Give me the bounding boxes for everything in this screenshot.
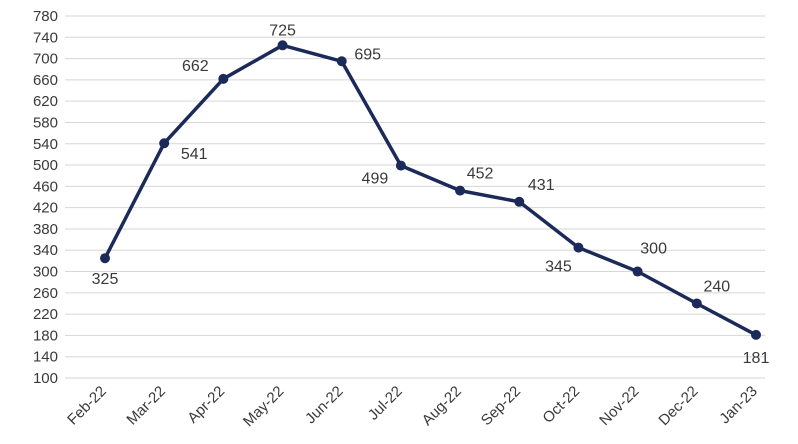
y-tick-label: 580: [33, 114, 58, 131]
y-tick-label: 740: [33, 29, 58, 46]
y-tick-label: 380: [33, 221, 58, 238]
y-tick-label: 140: [33, 349, 58, 366]
data-point-Feb-22: [100, 253, 110, 264]
data-point-Apr-22: [218, 73, 229, 84]
x-tick-label: Feb-22: [64, 383, 110, 429]
data-point-Mar-22: [159, 138, 170, 149]
series-line: [103, 43, 757, 337]
data-label-Nov-22: 300: [640, 241, 667, 258]
y-tick-label: 340: [33, 242, 58, 259]
x-tick-label: Aug-22: [419, 383, 465, 429]
data-label-Apr-22: 662: [182, 58, 209, 75]
data-point-Aug-22: [455, 185, 466, 196]
data-point-May-22: [277, 40, 288, 51]
x-tick-label: Mar-22: [123, 383, 169, 429]
y-tick-label: 220: [33, 306, 58, 323]
y-tick-label: 260: [33, 285, 58, 302]
data-label-Mar-22: 541: [181, 146, 208, 163]
x-tick-label: Sep-22: [478, 383, 524, 429]
y-tick-label: 420: [33, 200, 58, 217]
x-tick-label: Jul-22: [365, 383, 406, 424]
data-label-May-22: 725: [269, 22, 296, 39]
data-label-Aug-22: 452: [467, 166, 494, 183]
data-label-Jul-22: 499: [362, 171, 389, 188]
y-tick-label: 300: [33, 264, 58, 281]
grid-lines: [65, 15, 765, 379]
x-tick-label: Apr-22: [184, 383, 228, 427]
data-label-Oct-22: 345: [545, 259, 572, 276]
y-tick-label: 620: [33, 93, 58, 110]
x-tick-label: May-22: [240, 383, 287, 430]
data-point-Dec-22: [691, 298, 702, 309]
data-label-Sep-22: 431: [528, 177, 555, 194]
data-label-Feb-22: 325: [92, 271, 119, 288]
y-tick-label: 100: [33, 370, 58, 387]
data-point-Jan-23: [751, 329, 761, 340]
data-label-Dec-22: 240: [703, 278, 730, 295]
data-labels: 325 541 662 725 695 499 452 431 345 300 240 181: [92, 22, 770, 367]
data-point-Oct-22: [573, 242, 584, 253]
y-tick-label: 500: [33, 157, 58, 174]
x-tick-label: Jan-23: [716, 383, 760, 427]
data-label-Jun-22: 695: [354, 46, 381, 63]
y-tick-label: 460: [33, 178, 58, 195]
y-tick-label: 700: [33, 51, 58, 68]
data-point-Jun-22: [336, 56, 347, 67]
y-tick-label: 180: [33, 327, 58, 344]
data-point-Jul-22: [395, 160, 406, 171]
x-axis-ticks: Feb-22 Mar-22 Apr-22 May-22 Jun-22 Jul-22 Aug-…: [64, 383, 761, 430]
x-tick-label: Nov-22: [596, 383, 642, 429]
data-points: [100, 40, 761, 340]
data-point-Sep-22: [514, 196, 525, 207]
x-tick-label: Oct-22: [539, 383, 583, 427]
x-tick-label: Jun-22: [302, 383, 346, 427]
y-tick-label: 660: [33, 72, 58, 89]
data-point-Nov-22: [632, 266, 643, 277]
y-axis-ticks: 100 140 180 220 260 300 340 380 420 460 500 540 580 6…: [33, 8, 58, 387]
x-tick-label: Dec-22: [655, 383, 701, 429]
y-tick-label: 780: [33, 8, 58, 25]
data-label-Jan-23: 181: [743, 350, 770, 367]
y-tick-label: 540: [33, 136, 58, 153]
